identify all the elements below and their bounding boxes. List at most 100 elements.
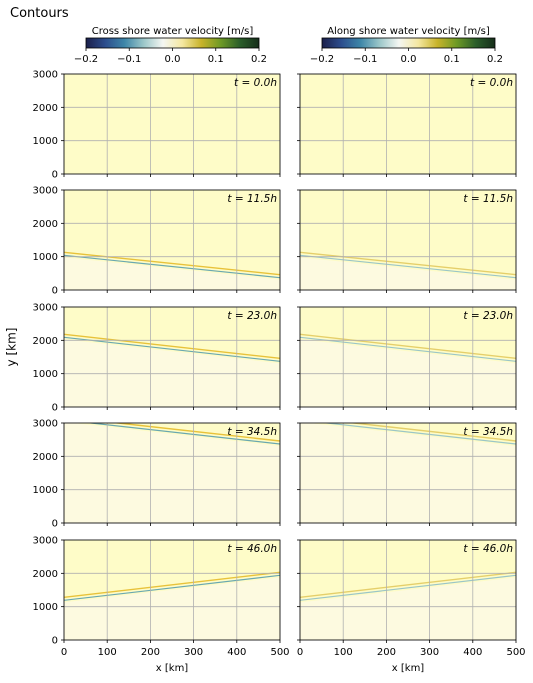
y-tick-label: 1000 — [33, 602, 58, 613]
colorbar-tick-label: 0.2 — [251, 54, 267, 65]
front-contour-positive — [64, 251, 280, 276]
colorbar-tick-label: −0.2 — [310, 54, 334, 65]
x-axis-label: x [km] — [392, 663, 425, 674]
x-tick-label: 500 — [270, 647, 289, 658]
colorbar-tick-label: −0.2 — [74, 54, 98, 65]
colorbar-tick-label: 0.1 — [444, 54, 460, 65]
y-tick-label: 0 — [52, 403, 58, 414]
x-tick-label: 0 — [297, 647, 303, 658]
colorbar-tick-label: 0.1 — [208, 54, 224, 65]
x-tick-label: 100 — [98, 647, 117, 658]
panel-frame — [299, 539, 517, 641]
y-tick-label: 3000 — [33, 419, 58, 430]
y-tick-label: 2000 — [33, 219, 58, 230]
panel-5-cross-shore: 0 1000 2000 3000 0 100 200 300 400 500 x [km] t = 4… — [33, 536, 290, 675]
panel-contents — [300, 333, 516, 407]
light-region — [300, 423, 516, 523]
y-tick-label: 2000 — [33, 103, 58, 114]
light-region — [300, 339, 516, 407]
panel-frame — [63, 73, 281, 175]
light-region — [64, 339, 280, 407]
figure-title: Contours — [10, 6, 69, 21]
colorbar-tick-label: 0.0 — [401, 54, 417, 65]
y-tick-label: 0 — [52, 636, 58, 647]
front-contour-negative — [300, 574, 516, 601]
panel-frame — [299, 73, 517, 175]
colorbar-label: Cross shore water velocity [m/s] — [92, 26, 254, 37]
panel-contents — [300, 571, 516, 640]
front-contour-negative — [64, 336, 280, 362]
x-tick-label: 100 — [334, 647, 353, 658]
panel-2-cross-shore: 0 1000 2000 3000 t = 11.5h — [33, 186, 281, 297]
front-contour-positive — [64, 571, 280, 599]
panel-contents — [64, 423, 280, 523]
front-contour-positive — [64, 333, 280, 360]
x-tick-label: 400 — [227, 647, 246, 658]
panel-4-cross-shore: 0 1000 2000 3000 t = 34.5h — [33, 419, 281, 530]
panel-background — [300, 74, 516, 174]
y-tick-label: 1000 — [33, 252, 58, 263]
panel-3-cross-shore: 0 1000 2000 3000 t = 23.0h — [33, 303, 281, 414]
y-tick-label: 0 — [52, 519, 58, 530]
time-label: t = 46.0h — [227, 543, 277, 555]
panel-5-along-shore: 0 100 200 300 400 500 x [km] t = 46.0h — [297, 539, 526, 674]
x-tick-label: 200 — [377, 647, 396, 658]
panel-frame — [63, 539, 281, 641]
y-tick-label: 2000 — [33, 569, 58, 580]
panel-frame — [299, 306, 517, 408]
front-contour-positive — [300, 571, 516, 599]
light-region — [64, 257, 280, 290]
light-region — [300, 257, 516, 290]
front-contour-negative — [321, 423, 516, 445]
colorbar — [85, 37, 260, 49]
y-tick-label: 3000 — [33, 70, 58, 81]
x-tick-label: 300 — [184, 647, 203, 658]
y-tick-label: 3000 — [33, 536, 58, 547]
panel-frame — [63, 422, 281, 524]
front-contour-positive — [347, 423, 516, 442]
panel-contents — [64, 571, 280, 640]
x-tick-label: 500 — [506, 647, 525, 658]
y-tick-label: 2000 — [33, 452, 58, 463]
colorbar-label: Along shore water velocity [m/s] — [327, 26, 490, 37]
panel-frame — [63, 189, 281, 291]
panel-3-along-shore: t = 23.0h — [297, 306, 517, 410]
time-label: t = 23.0h — [227, 310, 277, 322]
colorbar — [321, 37, 496, 49]
front-contour-negative — [300, 336, 516, 362]
front-contour-positive — [300, 251, 516, 276]
panel-1-along-shore: t = 0.0h — [297, 73, 517, 177]
time-label: t = 46.0h — [463, 543, 513, 555]
panel-frame — [299, 189, 517, 291]
panel-contents — [300, 251, 516, 290]
light-region — [64, 423, 280, 523]
front-contour-negative — [64, 574, 280, 601]
panel-4-along-shore: t = 34.5h — [297, 422, 517, 526]
x-axis-label: x [km] — [156, 663, 189, 674]
y-tick-label: 3000 — [33, 303, 58, 314]
front-contour-negative — [85, 423, 280, 445]
panel-2-along-shore: t = 11.5h — [297, 189, 517, 293]
panel-background — [64, 74, 280, 174]
x-tick-label: 200 — [141, 647, 160, 658]
time-label: t = 11.5h — [227, 193, 277, 205]
panel-1-cross-shore: 0 1000 2000 3000 t = 0.0h — [33, 70, 281, 181]
y-tick-label: 0 — [52, 170, 58, 181]
panel-contents — [64, 333, 280, 407]
time-label: t = 34.5h — [227, 426, 277, 438]
x-tick-label: 400 — [463, 647, 482, 658]
panel-contents — [300, 423, 516, 523]
panel-frame — [63, 306, 281, 408]
y-tick-label: 0 — [52, 286, 58, 297]
panel-contents — [64, 251, 280, 290]
time-label: t = 34.5h — [463, 426, 513, 438]
light-region — [64, 577, 280, 640]
front-contour-negative — [300, 254, 516, 279]
panel-frame — [299, 422, 517, 524]
y-tick-label: 2000 — [33, 336, 58, 347]
time-label: t = 23.0h — [463, 310, 513, 322]
y-tick-label: 3000 — [33, 186, 58, 197]
y-axis-label-wrap: y [km] — [4, 328, 20, 370]
colorbar-tick-label: 0.0 — [165, 54, 181, 65]
colorbar-tick-label: −0.1 — [353, 54, 377, 65]
